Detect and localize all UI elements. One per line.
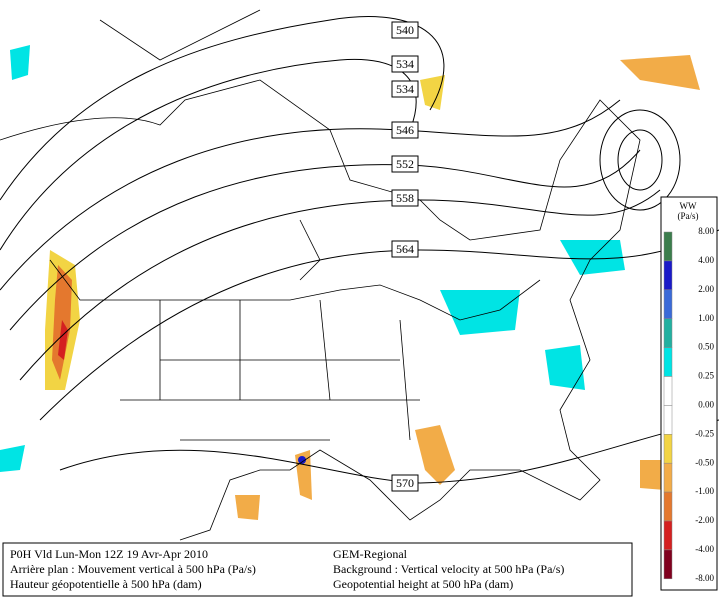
- contour-label: 570: [396, 476, 414, 490]
- legend-tick-label: -4.00: [695, 544, 714, 554]
- color-swatch: [663, 260, 673, 291]
- legend-tick-label: -1.00: [695, 486, 714, 496]
- color-swatch: [663, 376, 673, 406]
- legend-tick-label: 0.50: [698, 342, 714, 352]
- caption-line: GEM-Regional: [333, 547, 408, 561]
- caption-line: Geopotential height at 500 hPa (dam): [333, 577, 513, 591]
- caption-line: Background : Vertical velocity at 500 hP…: [333, 562, 564, 576]
- legend-tick-label: -8.00: [695, 573, 714, 583]
- contour-label: 558: [396, 191, 414, 205]
- caption-box: [2, 542, 633, 597]
- contour-label-box: [391, 474, 419, 492]
- caption-line: P0H Vld Lun-Mon 12Z 19 Avr-Apr 2010: [10, 547, 208, 561]
- legend-tick-label: -0.25: [695, 428, 714, 438]
- color-swatch: [663, 289, 673, 319]
- legend-tick-label: 2.00: [698, 284, 714, 294]
- color-swatch: [663, 231, 673, 262]
- color-swatch: [663, 462, 673, 493]
- color-swatch: [663, 318, 673, 348]
- contour-label: 534: [396, 57, 414, 71]
- legend-tick-label: -2.00: [695, 515, 714, 525]
- contour-label-box: [391, 155, 419, 173]
- legend-tick-label: 4.00: [698, 255, 714, 265]
- legend-tick-label: 0.25: [698, 371, 714, 381]
- legend-tick-label: 8.00: [698, 226, 714, 236]
- legend-tick-label: -0.50: [695, 457, 714, 467]
- legend-tick-label: 1.00: [698, 313, 714, 323]
- color-swatch: [663, 549, 673, 580]
- precip-areas: [0, 45, 700, 520]
- contour-label-box: [391, 189, 419, 207]
- legend-tick-label: 0.00: [698, 399, 714, 409]
- contour-label-box: [391, 121, 419, 139]
- contours: [0, 16, 719, 484]
- legend-unit: (Pa/s): [678, 211, 699, 221]
- legend: WW (Pa/s) 8.00 4.00 2.00 1.00 0.50 0.25 0.00 -0…: [660, 196, 718, 591]
- color-swatch: [663, 520, 673, 551]
- color-swatch: [663, 434, 673, 464]
- contour-label-box: [391, 80, 419, 98]
- caption-line: Hauteur géopotentielle à 500 hPa (dam): [10, 577, 202, 591]
- contour-label: 564: [396, 242, 414, 256]
- caption-line: Arrière plan : Mouvement vertical à 500 …: [10, 562, 256, 576]
- color-swatch: [663, 405, 673, 435]
- color-swatch: [663, 347, 673, 377]
- contour-labels: 540 534 534 546 552 558 564 570: [391, 21, 419, 492]
- color-swatch: [663, 491, 673, 522]
- contour-label: 534: [396, 82, 414, 96]
- legend-title: WW: [680, 201, 697, 211]
- contour-label: 546: [396, 123, 414, 137]
- contour-label-box: [391, 21, 419, 39]
- contour-label-box: [391, 240, 419, 258]
- contour-label: 540: [396, 23, 414, 37]
- legend-scale: 8.00 4.00 2.00 1.00 0.50 0.25 0.00 -0.25 -0.50 -1…: [663, 226, 715, 583]
- contour-label: 552: [396, 157, 414, 171]
- contour-label-box: [391, 55, 419, 73]
- caption: P0H Vld Lun-Mon 12Z 19 Avr-Apr 2010 Arri…: [2, 542, 633, 597]
